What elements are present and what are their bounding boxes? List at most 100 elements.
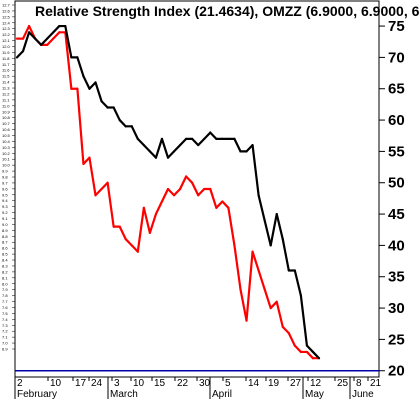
left-tick-label: 8.6	[2, 246, 8, 251]
left-tick-label: 9.4	[2, 198, 8, 203]
left-tick-label: 10.3	[2, 145, 11, 150]
series-segment	[15, 50, 25, 59]
series-segment	[251, 144, 260, 197]
series-segment	[100, 100, 109, 109]
series-segment	[197, 187, 206, 197]
left-axis-ticks: 12.712.612.512.412.312.212.112.011.911.8…	[2, 3, 15, 352]
left-tick-label: 11.9	[2, 50, 10, 55]
right-tick-label: 25	[388, 331, 405, 348]
left-tick-label: 7.5	[2, 311, 8, 316]
series-segment	[172, 187, 182, 197]
left-tick-label: 10.0	[2, 163, 11, 168]
right-tick-label: 65	[388, 81, 405, 98]
x-day-label: 2	[17, 378, 23, 389]
series-segment	[263, 288, 272, 310]
series-segment	[46, 37, 55, 46]
left-tick-label: 9.9	[2, 169, 8, 174]
series-segment	[257, 194, 266, 222]
left-tick-label: 9.8	[2, 175, 8, 180]
series-segment	[209, 131, 218, 140]
left-tick-label: 7.4	[2, 317, 8, 322]
right-tick-label: 30	[388, 300, 405, 317]
left-tick-label: 12.1	[2, 38, 11, 43]
right-tick-label: 55	[388, 143, 405, 160]
series-segment	[203, 131, 212, 140]
left-tick-label: 8.2	[2, 269, 8, 274]
series-segment	[269, 212, 278, 247]
series-segment	[166, 150, 176, 159]
x-day-label: 5	[225, 378, 231, 389]
left-tick-label: 8.0	[2, 281, 8, 286]
series-segment	[305, 350, 315, 360]
left-tick-label: 7.6	[2, 305, 8, 310]
series-segment	[76, 87, 85, 166]
series-segment	[130, 125, 139, 140]
x-day-label: 27	[290, 378, 302, 389]
right-tick-label: 40	[388, 237, 405, 254]
series-segment	[281, 325, 290, 335]
series-segment	[148, 150, 158, 159]
x-day-label: 12	[310, 378, 322, 389]
series-segment	[166, 187, 176, 197]
series-segment	[82, 156, 91, 166]
series-segment	[233, 137, 242, 153]
series-segment	[76, 56, 85, 78]
x-day-label: 14	[248, 378, 260, 389]
left-tick-label: 8.1	[2, 275, 8, 280]
left-tick-label: 10.6	[2, 127, 11, 132]
series-segment	[142, 144, 151, 153]
series-segment	[245, 144, 254, 153]
x-month-label: March	[110, 389, 138, 400]
series-segment	[269, 300, 278, 310]
series-segment	[64, 31, 73, 90]
right-axis-ticks: 75 70 65 60 55 50 45 40 35 30 25 20	[379, 18, 405, 380]
series-segment	[88, 81, 97, 90]
series-segment	[34, 37, 43, 46]
left-tick-label: 9.5	[2, 192, 8, 197]
left-tick-label: 8.3	[2, 263, 8, 268]
left-tick-label: 11.5	[2, 74, 10, 79]
series-segment	[178, 137, 188, 147]
series-segment	[263, 219, 272, 247]
x-day-label: 3	[114, 378, 120, 389]
rsi-series-0	[15, 24, 321, 360]
series-segment	[64, 24, 73, 59]
left-tick-label: 10.2	[2, 151, 11, 156]
x-day-label: 19	[268, 378, 280, 389]
series-segment	[124, 238, 133, 247]
series-segment	[233, 244, 242, 291]
left-tick-label: 11.8	[2, 56, 10, 61]
series-segment	[275, 300, 284, 328]
x-month-label: February	[17, 389, 57, 400]
left-tick-label: 10.9	[2, 109, 11, 114]
x-day-label: 25	[337, 378, 349, 389]
x-day-label: 30	[199, 378, 211, 389]
series-segment	[311, 350, 321, 360]
left-tick-label: 12.6	[2, 8, 11, 13]
x-day-label: 8	[356, 378, 362, 389]
x-day-label: 21	[370, 378, 382, 389]
series-segment	[251, 250, 260, 272]
series-segment	[21, 24, 31, 40]
series-segment	[172, 144, 182, 153]
series-segment	[88, 156, 97, 197]
left-tick-label: 9.6	[2, 186, 8, 191]
chart-title: Relative Strength Index (21.4634), OMZZ …	[35, 3, 420, 19]
left-tick-label: 10.4	[2, 139, 11, 144]
x-day-label: 10	[133, 378, 145, 389]
left-tick-label: 11.6	[2, 68, 10, 73]
x-day-label: 24	[91, 378, 103, 389]
x-day-label: 10	[50, 378, 62, 389]
right-tick-label: 20	[388, 363, 405, 380]
series-segment	[40, 37, 49, 46]
left-tick-label: 9.1	[2, 216, 8, 221]
left-tick-label: 12.3	[2, 26, 11, 31]
left-tick-label: 12.2	[2, 32, 11, 37]
left-tick-label: 8.4	[2, 258, 8, 263]
right-tick-label: 35	[388, 269, 405, 286]
x-month-label: May	[305, 389, 324, 400]
left-tick-label: 7.0	[2, 341, 8, 346]
left-tick-label: 10.8	[2, 115, 11, 120]
series-segment	[136, 206, 145, 253]
